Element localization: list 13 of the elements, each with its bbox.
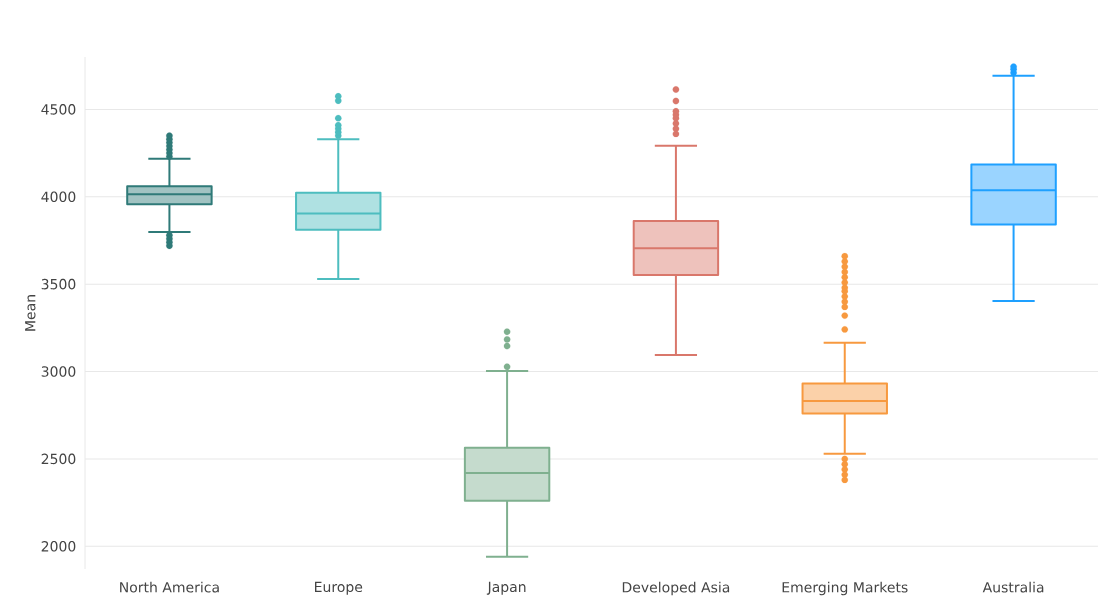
x-tick-label: Australia: [982, 581, 1044, 593]
y-tick-label: 4000: [41, 191, 76, 203]
y-tick-label: 4500: [41, 104, 76, 115]
y-tick-label: 3000: [41, 366, 76, 377]
x-tick-label: Japan: [486, 581, 526, 595]
y-axis-title: Mean: [25, 295, 36, 331]
x-tick-label: North America: [120, 581, 219, 593]
x-tick-label: Developed Asia: [622, 581, 730, 596]
y-tick-label: 2500: [41, 453, 76, 465]
y-tick-label: 2000: [41, 540, 76, 552]
x-tick-label: Europe: [315, 581, 363, 595]
x-tick-label: Emerging Markets: [782, 581, 908, 596]
y-tick-label: 3500: [41, 278, 76, 290]
